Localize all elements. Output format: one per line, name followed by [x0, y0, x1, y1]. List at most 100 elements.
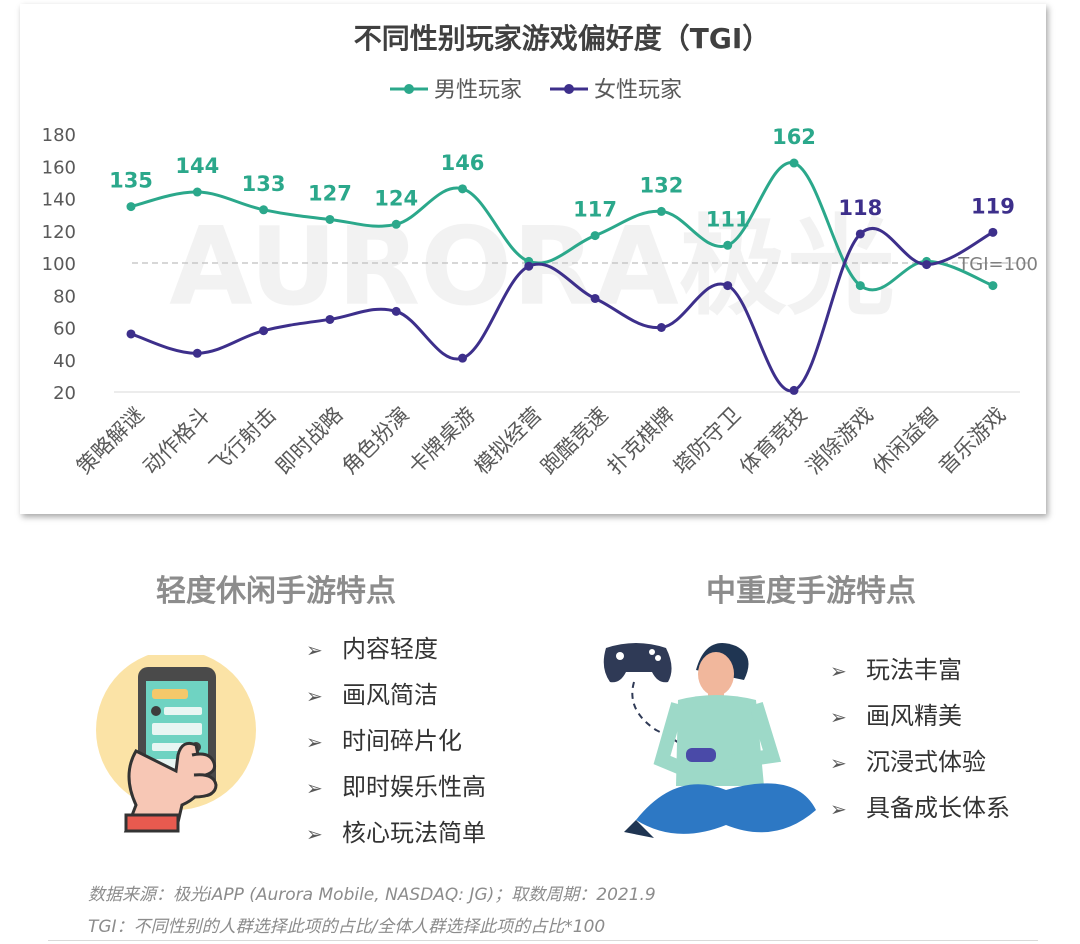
data-point [391, 306, 401, 316]
y-tick-label: 120 [42, 222, 76, 243]
data-point [590, 231, 600, 241]
heavy-games-title: 中重度手游特点 [706, 574, 916, 609]
x-category-label: 消除游戏 [801, 403, 877, 479]
y-tick-label: 160 [42, 157, 76, 178]
heavy-games-item-label: 具备成长体系 [866, 794, 1010, 822]
arrow-bullet-icon: ➢ [306, 776, 323, 800]
tgi-definition-footnote: TGI：不同性别的人群选择此项的占比/全体人群选择此项的占比*100 [88, 917, 606, 937]
data-point [524, 261, 534, 271]
y-tick-label: 60 [53, 319, 76, 340]
arrow-bullet-icon: ➢ [306, 684, 323, 708]
arrow-bullet-icon: ➢ [830, 659, 847, 683]
data-point [192, 187, 202, 197]
data-point [259, 205, 269, 215]
heavy-games-item: ➢ 画风精美 [830, 693, 1010, 739]
tgi-reference-label: TGI=100 [957, 254, 1038, 275]
data-point [922, 260, 932, 270]
data-point [192, 348, 202, 358]
y-tick-label: 140 [42, 190, 76, 211]
x-category-label: 飞行射击 [205, 403, 281, 479]
heavy-games-item-label: 玩法丰富 [866, 656, 962, 684]
data-point [126, 202, 136, 212]
x-category-label: 音乐游戏 [934, 403, 1010, 479]
arrow-bullet-icon: ➢ [306, 730, 323, 754]
y-tick-label: 80 [53, 286, 76, 307]
arrow-bullet-icon: ➢ [306, 822, 323, 846]
heavy-games-item-label: 画风精美 [866, 702, 962, 730]
x-category-label: 扑克棋牌 [603, 403, 679, 479]
x-category-label: 角色扮演 [337, 403, 413, 479]
series-line-1 [130, 161, 994, 292]
light-games-item-label: 即时娱乐性高 [342, 773, 486, 801]
data-point [325, 314, 335, 324]
data-label: 124 [374, 186, 418, 210]
data-point [988, 227, 998, 237]
bottom-divider [48, 940, 1038, 941]
data-label: 146 [441, 151, 485, 175]
arrow-bullet-icon: ➢ [830, 751, 847, 775]
data-label: 133 [242, 172, 286, 196]
y-tick-label: 100 [42, 254, 76, 275]
light-games-item: ➢ 时间碎片化 [306, 718, 486, 764]
data-point [789, 158, 799, 168]
data-point [988, 281, 998, 291]
y-tick-label: 40 [53, 351, 76, 372]
data-label: 162 [772, 125, 816, 149]
data-label: 144 [175, 154, 219, 178]
data-label: 132 [639, 173, 683, 197]
data-point [855, 281, 865, 291]
series-line-2 [130, 226, 994, 393]
light-games-item: ➢ 画风简洁 [306, 672, 486, 718]
data-point [325, 214, 335, 224]
heavy-games-list: ➢ 玩法丰富 ➢ 画风精美 ➢ 沉浸式体验 ➢ 具备成长体系 [830, 647, 1010, 831]
data-label: 118 [838, 196, 882, 220]
phone-illustration [96, 655, 256, 833]
data-point [723, 281, 733, 291]
data-point [458, 353, 467, 363]
data-label: 117 [573, 198, 617, 222]
light-games-item-label: 内容轻度 [342, 635, 438, 663]
data-point [656, 323, 666, 332]
x-category-label: 跑酷竞速 [536, 403, 612, 479]
data-point [391, 219, 401, 229]
legend-label-2: 女性玩家 [594, 78, 682, 103]
light-games-title: 轻度休闲手游特点 [156, 574, 396, 609]
x-category-label: 策略解谜 [72, 403, 148, 479]
x-category-label: 即时战略 [271, 403, 347, 479]
data-point [458, 184, 467, 194]
heavy-games-item-label: 沉浸式体验 [866, 748, 986, 776]
y-tick-label: 20 [53, 383, 76, 404]
data-label: 111 [706, 207, 750, 231]
data-point [259, 326, 269, 336]
arrow-bullet-icon: ➢ [306, 638, 323, 662]
light-games-item: ➢ 核心玩法简单 [306, 810, 486, 856]
light-games-item: ➢ 内容轻度 [306, 626, 486, 672]
x-category-label: 塔防守卫 [669, 403, 745, 479]
legend-label-1: 男性玩家 [434, 78, 522, 103]
data-point [789, 385, 799, 395]
x-category-label: 休闲益智 [868, 403, 944, 479]
arrow-bullet-icon: ➢ [830, 705, 847, 729]
light-games-item: ➢ 即时娱乐性高 [306, 764, 486, 810]
data-label: 119 [971, 194, 1015, 218]
heavy-games-item: ➢ 沉浸式体验 [830, 739, 1010, 785]
data-point [855, 229, 865, 239]
x-category-label: 卡牌桌游 [404, 403, 480, 479]
x-category-label: 模拟经营 [470, 403, 546, 479]
heavy-games-item: ➢ 具备成长体系 [830, 785, 1010, 831]
data-label: 127 [308, 181, 352, 205]
x-category-label: 体育竞技 [735, 403, 811, 479]
data-point [126, 329, 136, 339]
legend-marker-2 [564, 84, 574, 94]
light-games-item-label: 核心玩法简单 [342, 819, 486, 847]
data-point [656, 206, 666, 216]
legend-marker-1 [404, 84, 414, 94]
source-footnote: 数据来源：极光iAPP (Aurora Mobile, NASDAQ: JG)；… [88, 885, 656, 905]
light-games-item-label: 画风简洁 [342, 681, 438, 709]
light-games-list: ➢ 内容轻度 ➢ 画风简洁 ➢ 时间碎片化 ➢ 即时娱乐性高 ➢ 核心玩法简单 [306, 626, 486, 856]
data-label: 135 [109, 169, 153, 193]
heavy-games-item: ➢ 玩法丰富 [830, 647, 1010, 693]
chart-title: 不同性别玩家游戏偏好度（TGI） [354, 22, 771, 55]
data-point [590, 293, 600, 303]
arrow-bullet-icon: ➢ [830, 797, 847, 821]
